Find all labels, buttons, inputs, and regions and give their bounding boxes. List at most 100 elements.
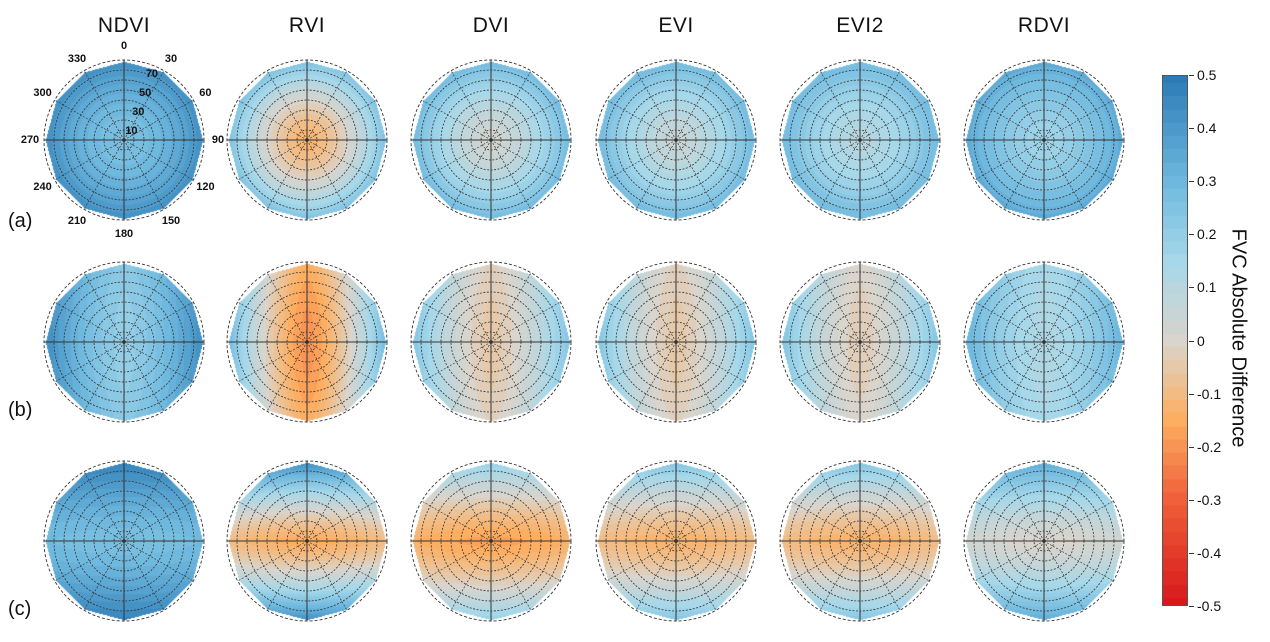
polar-grid bbox=[410, 261, 572, 423]
angular-gridline bbox=[421, 301, 492, 343]
polar-plot-evi2-b bbox=[775, 257, 945, 427]
angular-gridline bbox=[606, 301, 677, 343]
angular-gridline bbox=[306, 500, 377, 542]
angular-gridline bbox=[54, 540, 125, 582]
angular-gridline bbox=[635, 272, 677, 343]
angular-gridline bbox=[1003, 471, 1045, 542]
angular-gridline bbox=[123, 70, 165, 141]
angular-gridline bbox=[123, 99, 194, 141]
polar-plot-rdvi-b bbox=[959, 257, 1129, 427]
angular-gridline bbox=[450, 471, 492, 542]
angular-gridline bbox=[490, 341, 532, 412]
outer-circle bbox=[410, 59, 572, 221]
angular-gridline bbox=[1003, 341, 1045, 412]
center-point bbox=[305, 138, 309, 142]
outer-circle bbox=[595, 59, 757, 221]
center-point bbox=[1042, 138, 1046, 142]
angular-gridline bbox=[237, 139, 308, 181]
angular-gridline bbox=[675, 471, 717, 542]
angle-tick-label: 60 bbox=[199, 87, 212, 99]
angular-gridline bbox=[123, 139, 165, 210]
angular-gridline bbox=[306, 540, 348, 611]
angular-gridline bbox=[490, 540, 532, 611]
colorbar-tick-label: -0.2 bbox=[1197, 438, 1222, 455]
angular-gridline bbox=[635, 341, 677, 412]
angular-gridline bbox=[421, 99, 492, 141]
angular-gridline bbox=[606, 99, 677, 141]
angular-gridline bbox=[490, 70, 532, 141]
angular-gridline bbox=[790, 301, 861, 343]
center-point bbox=[858, 539, 862, 543]
angular-gridline bbox=[859, 139, 930, 181]
column-title-rdvi: RDVI bbox=[1017, 14, 1071, 37]
colorbar-tick-mark bbox=[1189, 181, 1194, 183]
angular-gridline bbox=[606, 540, 677, 582]
angular-gridline bbox=[266, 272, 308, 343]
colorbar-tick-label: 0.2 bbox=[1197, 226, 1217, 243]
polar-plot-dvi-b bbox=[406, 257, 576, 427]
polar-plot-evi-b bbox=[591, 257, 761, 427]
polar-grid bbox=[963, 460, 1125, 622]
angular-gridline bbox=[123, 341, 165, 412]
angular-gridline bbox=[123, 540, 165, 611]
colorbar-tick-label: -0.3 bbox=[1197, 491, 1222, 508]
colorbar-tick-mark bbox=[1189, 234, 1194, 236]
outer-circle bbox=[595, 460, 757, 622]
angular-gridline bbox=[266, 341, 308, 412]
angular-gridline bbox=[635, 540, 677, 611]
polar-plot-rdvi-a bbox=[959, 55, 1129, 225]
angular-gridline bbox=[490, 500, 561, 542]
colorbar-tick-label: -0.5 bbox=[1197, 598, 1222, 614]
angular-gridline bbox=[490, 471, 532, 542]
colorbar-title: FVC Absolute Difference bbox=[1227, 228, 1250, 448]
angular-gridline bbox=[675, 341, 717, 412]
center-point bbox=[489, 539, 493, 543]
outer-circle bbox=[963, 261, 1125, 423]
angular-gridline bbox=[490, 139, 532, 210]
angle-tick-label: 0 bbox=[120, 40, 128, 52]
polar-plot-dvi-a bbox=[406, 55, 576, 225]
outer-circle bbox=[779, 59, 941, 221]
center-point bbox=[1042, 340, 1046, 344]
outer-circle bbox=[226, 261, 388, 423]
colorbar-tick-mark bbox=[1189, 393, 1194, 395]
angular-gridline bbox=[490, 341, 561, 383]
polar-grid bbox=[963, 261, 1125, 423]
angular-gridline bbox=[306, 99, 377, 141]
angular-gridline bbox=[859, 272, 901, 343]
colorbar-tick-mark bbox=[1189, 75, 1194, 76]
angular-gridline bbox=[859, 471, 901, 542]
colorbar-tick-mark bbox=[1189, 606, 1194, 607]
angular-gridline bbox=[306, 70, 348, 141]
angular-gridline bbox=[237, 341, 308, 383]
angular-gridline bbox=[306, 471, 348, 542]
angular-gridline bbox=[675, 540, 746, 582]
polar-plot-evi-a bbox=[591, 55, 761, 225]
angular-gridline bbox=[123, 272, 165, 343]
center-point bbox=[858, 340, 862, 344]
polar-grid bbox=[43, 261, 205, 423]
angular-gridline bbox=[1003, 70, 1045, 141]
angular-gridline bbox=[859, 500, 930, 542]
polar-plot-rvi-c bbox=[222, 456, 392, 626]
angular-gridline bbox=[974, 301, 1045, 343]
center-point bbox=[1042, 539, 1046, 543]
angular-gridline bbox=[606, 500, 677, 542]
angular-gridline bbox=[490, 272, 532, 343]
angular-gridline bbox=[123, 301, 194, 343]
center-point bbox=[122, 340, 126, 344]
polar-plot-dvi-c bbox=[406, 456, 576, 626]
column-title-evi2: EVI2 bbox=[836, 14, 884, 37]
colorbar-tick-label: -0.1 bbox=[1197, 385, 1222, 402]
center-point bbox=[122, 138, 126, 142]
outer-circle bbox=[779, 261, 941, 423]
angle-tick-label: 120 bbox=[196, 181, 215, 193]
polar-plot-evi2-a bbox=[775, 55, 945, 225]
angular-gridline bbox=[1043, 139, 1114, 181]
polar-grid bbox=[963, 59, 1125, 221]
angular-gridline bbox=[237, 301, 308, 343]
angular-gridline bbox=[266, 471, 308, 542]
angular-gridline bbox=[859, 540, 901, 611]
angular-gridline bbox=[83, 139, 125, 210]
angular-gridline bbox=[123, 540, 194, 582]
